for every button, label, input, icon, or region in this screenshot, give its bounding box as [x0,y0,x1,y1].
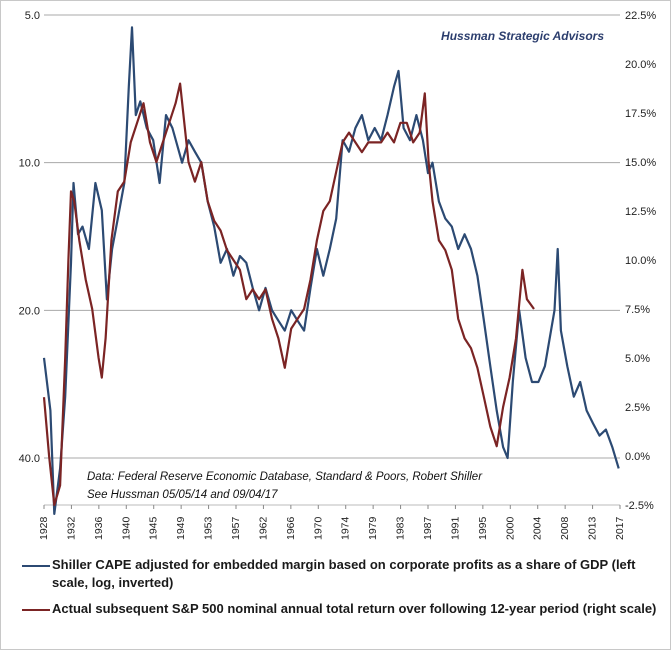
left-tick-label: 10.0 [19,158,40,170]
left-tick-label: 5.0 [25,10,40,22]
right-tick-label: 12.5% [625,206,656,218]
right-tick-label: 20.0% [625,59,656,71]
right-tick-label: 5.0% [625,353,650,365]
right-tick-label: 7.5% [625,304,650,316]
left-tick-label: 20.0 [19,305,40,317]
x-tick-label: 1970 [312,516,324,540]
right-axis-ticks: 22.5% 20.0% 17.5% 15.0% 12.5% 10.0% 7.5% 5.0% 2.… [625,10,656,512]
x-tick-label: 1991 [449,516,461,540]
x-tick-label: 1940 [120,516,132,540]
right-tick-label: -2.5% [625,500,654,512]
x-tick-label: 2013 [587,516,599,540]
x-tick-label: 1928 [38,516,50,540]
reference-note: See Hussman 05/05/14 and 09/04/17 [87,489,278,501]
right-tick-label: 10.0% [625,255,656,267]
x-tick-label: 1945 [148,516,160,540]
legend-swatch-returns [22,609,50,611]
x-tick-label: 2000 [504,516,516,540]
legend-item-cape: Shiller CAPE adjusted for embedded margi… [22,556,662,592]
right-tick-label: 2.5% [625,402,650,414]
x-tick-label: 1979 [367,516,379,540]
x-tick-label: 1983 [395,516,407,540]
x-tick-label: 1949 [175,516,187,540]
legend-label-returns: Actual subsequent S&P 500 nominal annual… [52,601,657,616]
x-tick-label: 2004 [532,516,544,540]
x-tick-label: 1966 [285,516,297,540]
left-tick-label: 40.0 [19,453,40,465]
grid-lines [44,14,620,459]
watermark: Hussman Strategic Advisors [441,29,604,43]
x-tick-label: 2008 [559,516,571,540]
x-tick-label: 1936 [93,516,105,540]
x-tick-label: 1962 [257,516,269,540]
x-tick-label: 1974 [340,516,352,540]
x-tick-label: 1995 [477,516,489,540]
legend-item-returns: Actual subsequent S&P 500 nominal annual… [22,600,662,618]
source-note: Data: Federal Reserve Economic Database,… [87,471,483,483]
x-tick-label: 1953 [203,516,215,540]
legend-label-cape: Shiller CAPE adjusted for embedded margi… [52,557,636,590]
legend-swatch-cape [22,565,50,567]
cape-series-line [42,26,620,515]
x-tick-label: 2017 [614,516,626,540]
x-tick-label: 1957 [230,516,242,540]
left-axis-ticks: 5.0 10.0 20.0 40.0 [19,10,40,465]
right-tick-label: 0.0% [625,451,650,463]
x-axis-ticks: 1928 1932 1936 1940 1945 1949 1953 1957 1962 1966… [38,505,626,540]
right-tick-label: 15.0% [625,157,656,169]
x-tick-label: 1932 [65,516,77,540]
right-tick-label: 17.5% [625,108,656,120]
x-tick-label: 1987 [422,516,434,540]
returns-series-line [42,82,535,507]
right-tick-label: 22.5% [625,10,656,22]
